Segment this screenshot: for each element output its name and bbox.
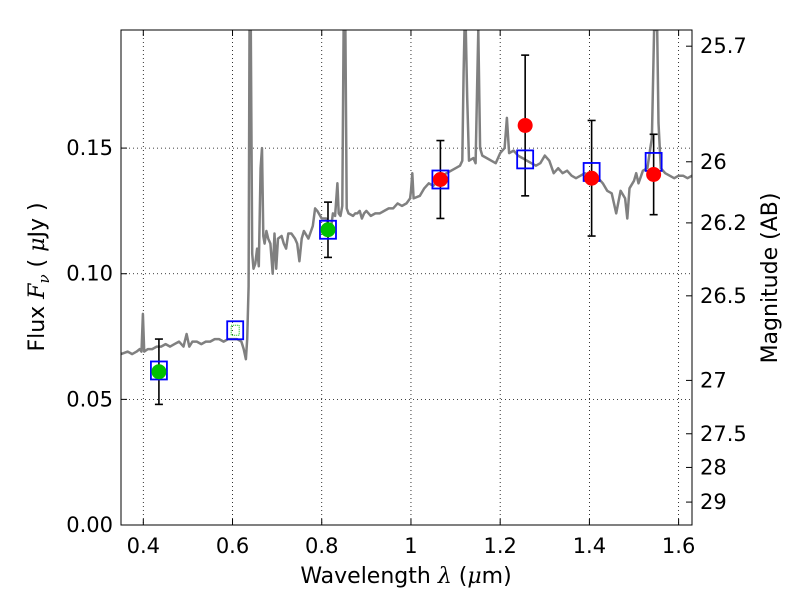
plot-data	[121, 30, 692, 406]
y2-tick-label: 28	[700, 455, 727, 479]
x-tick-label: 1	[404, 534, 417, 558]
x-tick-label: 0.4	[127, 534, 160, 558]
observed-point-red	[432, 172, 448, 188]
y-tick-label: 0.00	[66, 513, 113, 537]
x-tick-label: 1.4	[573, 534, 606, 558]
axes: 0.4 0.6 0.8 1 1.2 1.4 1.6 0.00 0.05 0.10 0.15 25.7 2…	[66, 30, 747, 558]
upper-limit-marker	[230, 324, 240, 336]
y-tick-label: 0.10	[66, 262, 113, 286]
y2-tick-label: 25.7	[700, 34, 747, 58]
x-tick-label: 1.6	[662, 534, 695, 558]
y2-tick-label: 26	[700, 150, 727, 174]
y2-axis-label: Magnitude (AB)	[758, 193, 783, 364]
model-box	[319, 219, 337, 240]
y2-tick-label: 29	[700, 490, 727, 514]
observed-point-red	[646, 166, 662, 182]
y2-tick-label: 27.5	[700, 422, 747, 446]
observed-point-red	[517, 117, 533, 133]
y-tick-label: 0.05	[66, 387, 113, 411]
observed-point-green	[151, 364, 167, 380]
x-tick-label: 1.2	[483, 534, 516, 558]
y2-tick-label: 26.5	[700, 284, 747, 308]
x-tick-label: 0.8	[305, 534, 338, 558]
model-box	[150, 360, 168, 381]
model-box	[431, 169, 450, 190]
model-box	[226, 320, 245, 341]
y2-tick-label: 27	[700, 368, 727, 392]
model-box	[516, 149, 535, 170]
observed-point-red	[584, 170, 600, 186]
y2-tick-label: 26.2	[700, 211, 747, 235]
x-axis-label: Wavelength λ (μm)	[300, 564, 511, 589]
observed-point-green	[320, 222, 336, 238]
y-tick-label: 0.15	[66, 136, 113, 160]
y-axis-label: Flux Fν ( μJy )	[25, 202, 53, 351]
plot-frame	[120, 29, 693, 526]
x-tick-label: 0.6	[216, 534, 249, 558]
grid	[121, 30, 692, 525]
spectrum-line	[121, 30, 692, 361]
